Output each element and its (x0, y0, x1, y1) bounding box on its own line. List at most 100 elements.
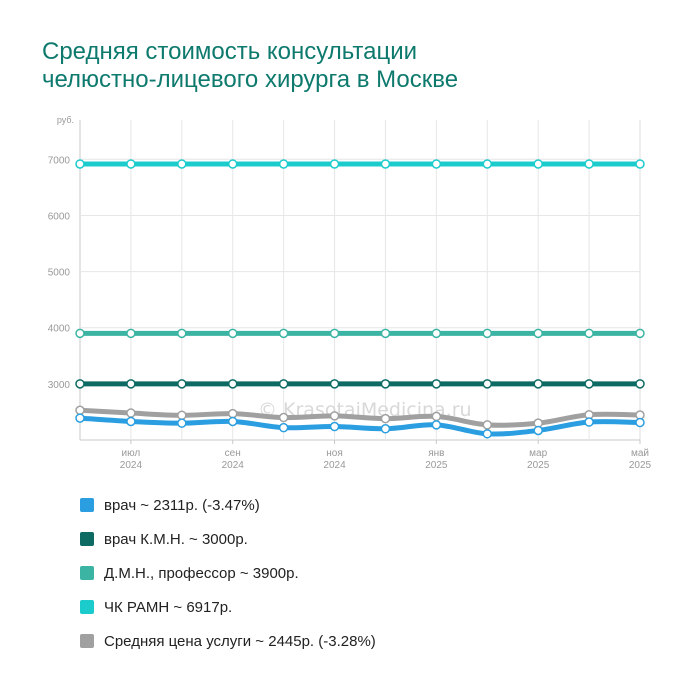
legend-label: врач К.М.Н. ~ 3000р. (104, 530, 248, 548)
data-point (177, 379, 187, 389)
data-point (126, 416, 136, 427)
data-point (329, 421, 340, 432)
data-point (584, 379, 594, 389)
data-point (380, 328, 391, 339)
x-tick-year: 2025 (629, 460, 652, 471)
data-point (227, 408, 238, 419)
x-tick-label: янв (428, 448, 444, 459)
chart-title: Средняя стоимость консультации челюстно-… (42, 38, 458, 94)
data-point (431, 411, 442, 422)
chart-title-line-1: Средняя стоимость консультации (42, 38, 418, 65)
data-point (533, 328, 543, 339)
legend: врач ~ 2311р. (-3.47%) врач К.М.Н. ~ 3000… (80, 488, 376, 658)
data-point (177, 410, 187, 421)
line-chart: руб.30004000500060007000июл2024сен2024но… (48, 115, 652, 471)
legend-label: Д.М.Н., профессор ~ 3900р. (104, 564, 299, 582)
legend-item[interactable]: врач К.М.Н. ~ 3000р. (80, 522, 376, 556)
legend-item[interactable]: Д.М.Н., профессор ~ 3900р. (80, 556, 376, 590)
chart-title-line-2: челюстно-лицевого хирурга в Москве (42, 66, 459, 93)
data-point (278, 422, 289, 433)
data-point (126, 159, 136, 169)
data-point (380, 379, 391, 389)
series-group (75, 159, 645, 439)
data-point (482, 429, 493, 439)
data-point (329, 379, 340, 389)
data-point (431, 159, 442, 169)
data-point (227, 328, 238, 339)
data-point (584, 159, 594, 169)
legend-swatch (80, 566, 94, 580)
data-point (482, 328, 493, 339)
x-tick-year: 2024 (222, 460, 245, 471)
data-point (380, 413, 391, 424)
data-point (533, 379, 543, 389)
data-point (75, 379, 85, 389)
data-point (75, 413, 85, 423)
legend-item[interactable]: ЧК РАМН ~ 6917р. (80, 590, 376, 624)
y-tick-label: 7000 (48, 155, 71, 166)
data-point (431, 379, 442, 389)
legend-swatch (80, 600, 94, 614)
data-point (584, 328, 594, 339)
data-point (278, 412, 289, 423)
x-tick-year: 2025 (527, 460, 550, 471)
y-tick-label: 5000 (48, 268, 71, 279)
data-point (482, 420, 493, 430)
data-point (584, 417, 594, 427)
data-point (75, 159, 85, 169)
legend-label: Средняя цена услуги ~ 2445р. (-3.28%) (104, 632, 376, 650)
series-4 (75, 159, 645, 169)
data-point (227, 379, 238, 389)
data-point (380, 424, 391, 434)
data-point (431, 420, 442, 430)
axes: руб.30004000500060007000июл2024сен2024но… (48, 115, 652, 471)
data-point (177, 328, 187, 339)
data-point (533, 159, 543, 169)
legend-label: врач ~ 2311р. (-3.47%) (104, 496, 260, 514)
y-tick-label: 6000 (48, 211, 71, 222)
data-point (482, 379, 493, 389)
data-point (635, 159, 645, 169)
legend-swatch (80, 634, 94, 648)
data-point (126, 328, 136, 339)
data-point (278, 379, 289, 389)
y-tick-label: 4000 (48, 324, 71, 335)
x-tick-label: ноя (326, 448, 343, 459)
data-point (177, 418, 187, 428)
data-point (177, 159, 187, 169)
data-point (635, 417, 645, 428)
data-point (482, 159, 493, 169)
x-tick-year: 2024 (120, 460, 143, 471)
y-tick-label: 3000 (48, 380, 71, 391)
series-1 (75, 413, 645, 439)
data-point (227, 416, 238, 427)
legend-item[interactable]: Средняя цена услуги ~ 2445р. (-3.28%) (80, 624, 376, 658)
series-3 (75, 328, 645, 339)
x-tick-label: сен (225, 448, 241, 459)
grid-lines (79, 120, 641, 441)
data-point (278, 328, 289, 339)
data-point (75, 405, 85, 415)
legend-swatch (80, 532, 94, 546)
x-tick-year: 2024 (323, 460, 346, 471)
data-point (329, 159, 340, 169)
data-point (75, 328, 85, 339)
data-point (380, 159, 391, 169)
x-tick-year: 2025 (425, 460, 448, 471)
legend-label: ЧК РАМН ~ 6917р. (104, 598, 233, 616)
legend-swatch (80, 498, 94, 512)
y-unit-label: руб. (57, 115, 74, 125)
data-point (431, 328, 442, 339)
data-point (635, 328, 645, 339)
series-2 (75, 379, 645, 389)
data-point (126, 379, 136, 389)
data-point (635, 379, 645, 389)
data-point (533, 425, 543, 436)
data-point (329, 328, 340, 339)
data-point (278, 159, 289, 169)
x-tick-label: мар (529, 448, 547, 459)
x-tick-label: июл (122, 448, 141, 459)
data-point (126, 408, 136, 418)
data-point (329, 411, 340, 421)
legend-item[interactable]: врач ~ 2311р. (-3.47%) (80, 488, 376, 522)
